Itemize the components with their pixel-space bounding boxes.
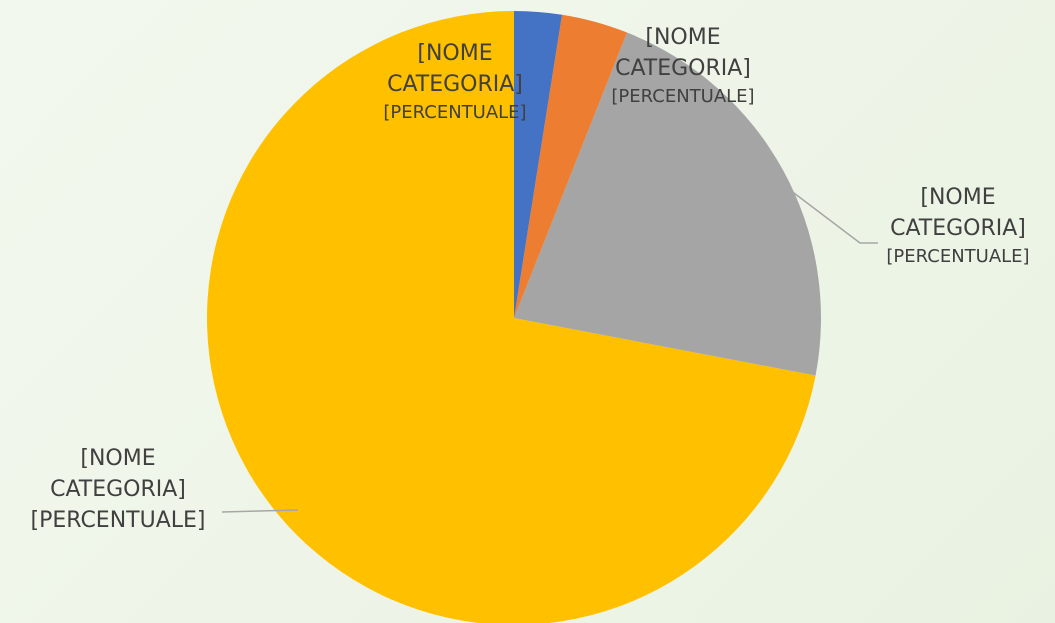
pie-slice: [514, 14, 628, 318]
category-label: [NOME CATEGORIA]: [50, 446, 186, 502]
category-label: [NOME CATEGORIA]: [890, 185, 1026, 241]
leader-line: [221, 509, 299, 513]
data-label: [NOME CATEGORIA] [PERCENTUALE]: [603, 22, 763, 110]
leader-line: [789, 189, 878, 244]
pie-slice: [207, 11, 816, 623]
pie-slice: [514, 32, 821, 376]
data-label: [NOME CATEGORIA] [PERCENTUALE]: [375, 38, 535, 126]
data-label: [NOME CATEGORIA] [PERCENTUALE]: [878, 182, 1038, 270]
category-label: [NOME CATEGORIA]: [387, 41, 523, 97]
category-label: [NOME CATEGORIA]: [615, 25, 751, 81]
percent-label: [PERCENTUALE]: [30, 508, 206, 533]
percent-label: [PERCENTUALE]: [611, 86, 755, 107]
percent-label: [PERCENTUALE]: [383, 102, 527, 123]
percent-label: [PERCENTUALE]: [886, 246, 1030, 267]
pie-slice: [514, 11, 563, 318]
data-label: [NOME CATEGORIA] [PERCENTUALE]: [31, 443, 206, 536]
